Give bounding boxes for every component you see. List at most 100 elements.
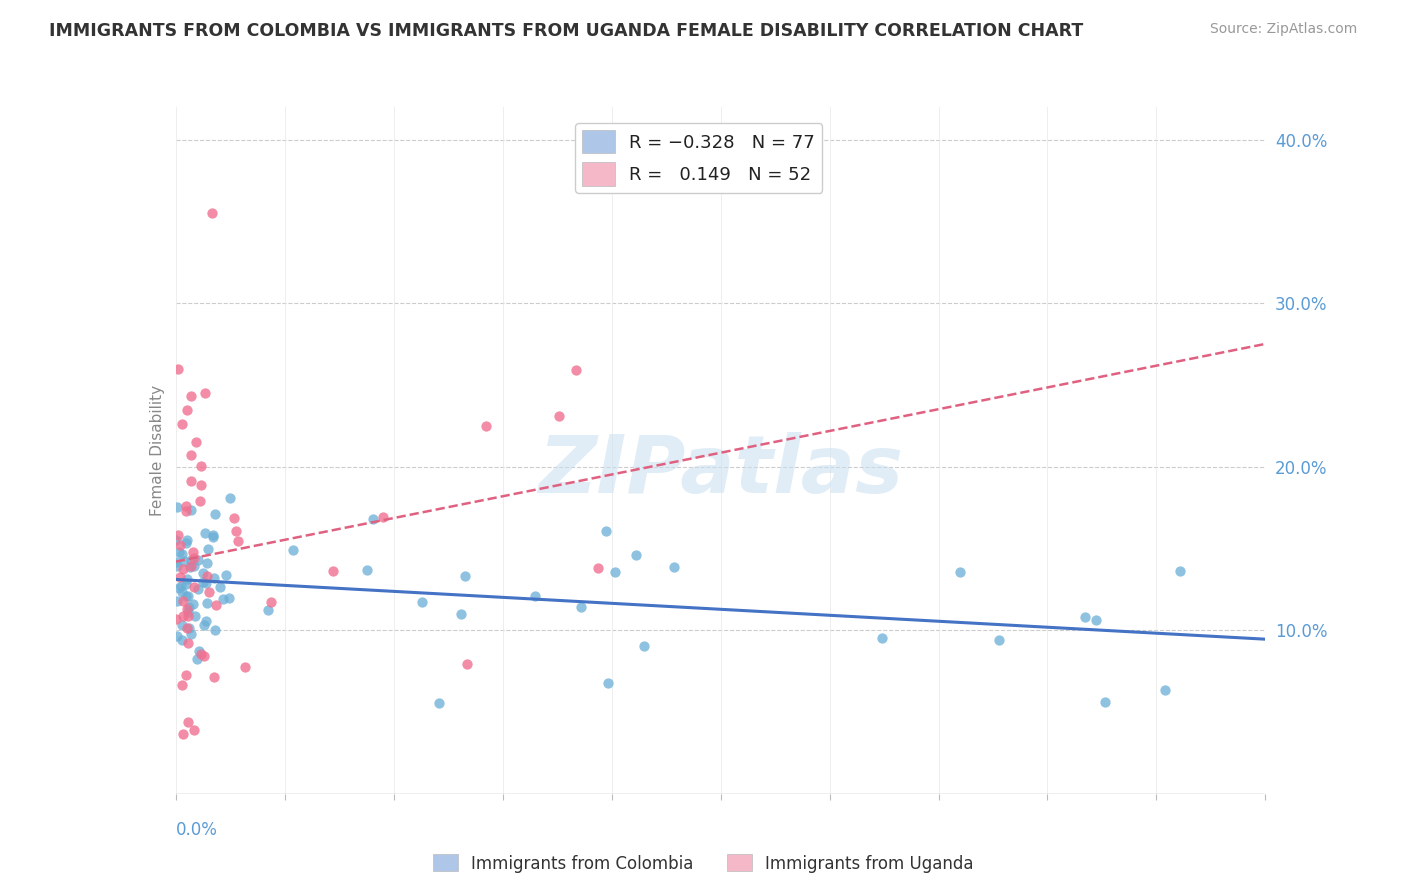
Point — [949, 565, 972, 579]
Point — [988, 632, 1011, 647]
Point — [174, 535, 197, 549]
Point — [624, 549, 647, 563]
Point — [166, 528, 188, 542]
Point — [180, 449, 202, 463]
Point — [195, 556, 218, 570]
Point — [166, 500, 188, 514]
Point — [586, 561, 609, 575]
Point — [190, 647, 212, 661]
Point — [169, 538, 191, 552]
Point — [170, 585, 193, 599]
Point — [427, 696, 450, 710]
Point — [283, 542, 305, 557]
Point — [188, 494, 211, 508]
Point — [1074, 610, 1097, 624]
Point — [226, 533, 249, 548]
Point — [170, 579, 193, 593]
Point — [183, 580, 205, 594]
Text: 0.0%: 0.0% — [176, 822, 218, 839]
Point — [322, 565, 344, 579]
Point — [174, 589, 197, 603]
Point — [603, 566, 626, 580]
Point — [169, 545, 191, 559]
Point — [176, 636, 198, 650]
Point — [183, 551, 205, 566]
Point — [523, 589, 546, 603]
Point — [176, 621, 198, 635]
Point — [166, 559, 188, 574]
Point — [177, 609, 200, 624]
Point — [183, 558, 205, 573]
Point — [172, 547, 194, 561]
Point — [202, 670, 225, 684]
Point — [172, 594, 194, 608]
Point — [198, 585, 221, 599]
Point — [177, 621, 200, 635]
Point — [172, 609, 194, 624]
Point — [202, 530, 225, 544]
Point — [184, 435, 207, 450]
Y-axis label: Female Disability: Female Disability — [149, 384, 165, 516]
Point — [190, 458, 212, 473]
Point — [176, 572, 198, 586]
Point — [180, 474, 202, 488]
Point — [194, 575, 217, 590]
Point — [596, 676, 619, 690]
Point — [204, 623, 226, 637]
Point — [172, 562, 194, 576]
Point — [222, 511, 245, 525]
Point — [195, 596, 218, 610]
Point — [257, 602, 280, 616]
Point — [173, 554, 195, 568]
Point — [190, 477, 212, 491]
Point — [180, 626, 202, 640]
Point — [205, 598, 228, 612]
Point — [165, 611, 187, 625]
Legend: Immigrants from Colombia, Immigrants from Uganda: Immigrants from Colombia, Immigrants fro… — [426, 847, 980, 880]
Point — [633, 639, 655, 653]
Point — [180, 558, 202, 573]
Point — [180, 553, 202, 567]
Point — [191, 574, 214, 589]
Point — [172, 618, 194, 632]
Point — [187, 644, 209, 658]
Point — [176, 533, 198, 548]
Point — [179, 560, 201, 574]
Point — [219, 491, 242, 505]
Point — [260, 594, 283, 608]
Point — [176, 402, 198, 417]
Point — [193, 648, 215, 663]
Point — [193, 566, 215, 580]
Text: IMMIGRANTS FROM COLOMBIA VS IMMIGRANTS FROM UGANDA FEMALE DISABILITY CORRELATION: IMMIGRANTS FROM COLOMBIA VS IMMIGRANTS F… — [49, 22, 1084, 40]
Point — [1085, 613, 1108, 627]
Point — [569, 600, 592, 615]
Point — [1094, 695, 1116, 709]
Point — [166, 629, 188, 643]
Point — [186, 652, 208, 666]
Point — [172, 678, 194, 692]
Point — [456, 657, 478, 672]
Point — [167, 361, 190, 376]
Point — [201, 206, 224, 220]
Point — [664, 560, 686, 574]
Point — [177, 714, 200, 729]
Point — [193, 617, 215, 632]
Point — [195, 569, 218, 583]
Point — [181, 544, 204, 558]
Point — [183, 723, 205, 738]
Point — [181, 597, 204, 611]
Point — [202, 571, 225, 585]
Point — [165, 533, 187, 547]
Point — [187, 582, 209, 597]
Point — [174, 500, 197, 514]
Text: Source: ZipAtlas.com: Source: ZipAtlas.com — [1209, 22, 1357, 37]
Point — [169, 570, 191, 584]
Point — [180, 503, 202, 517]
Point — [218, 591, 240, 605]
Point — [166, 594, 188, 608]
Point — [176, 668, 198, 682]
Point — [548, 409, 571, 423]
Point — [167, 581, 190, 595]
Point — [454, 569, 477, 583]
Point — [212, 591, 235, 606]
